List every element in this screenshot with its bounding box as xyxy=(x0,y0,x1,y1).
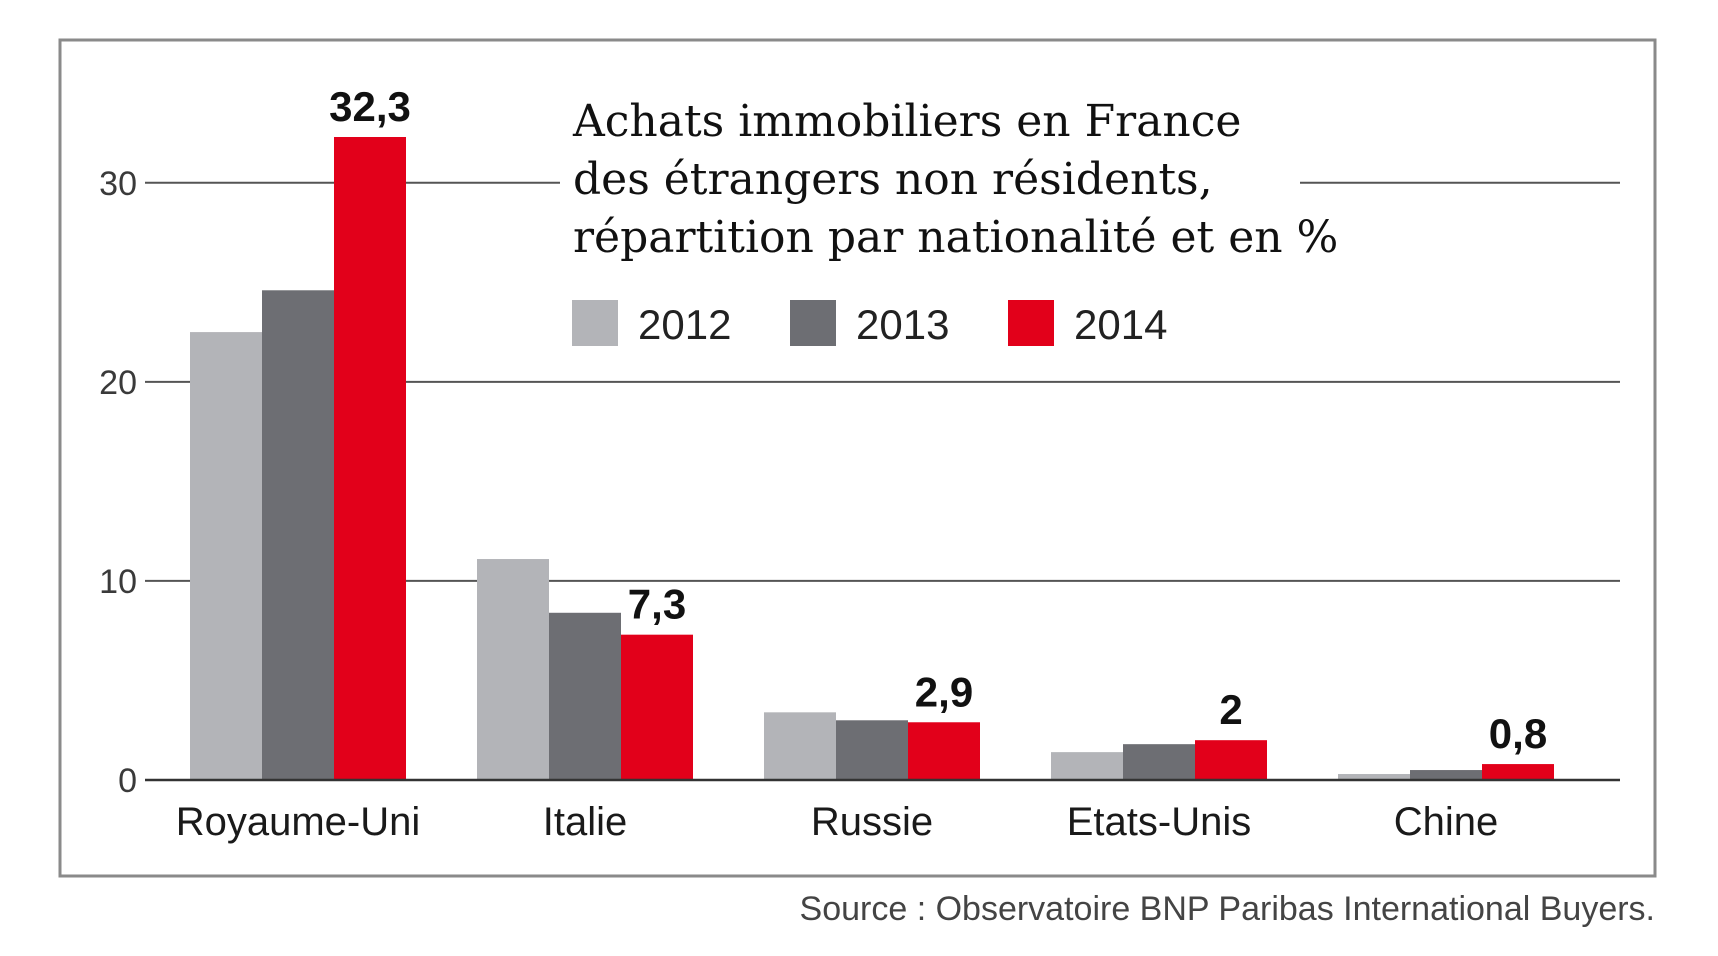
source-note: Source : Observatoire BNP Paribas Intern… xyxy=(800,890,1655,928)
y-tick-label: 10 xyxy=(99,563,137,601)
bar-2013-3 xyxy=(1123,744,1195,780)
data-label: 32,3 xyxy=(329,83,411,130)
title-line-2: des étrangers non résidents, xyxy=(573,154,1213,205)
bar-2012-1 xyxy=(477,559,549,780)
bar-2013-2 xyxy=(836,720,908,780)
x-tick-label: Royaume-Uni xyxy=(176,800,421,844)
bar-2014-4 xyxy=(1482,764,1554,780)
y-tick-label: 0 xyxy=(118,762,137,800)
x-tick-label: Russie xyxy=(811,800,933,844)
title-line-1: Achats immobiliers en France xyxy=(572,96,1241,147)
x-tick-label: Etats-Unis xyxy=(1067,800,1252,844)
legend-label-2012: 2012 xyxy=(638,301,731,348)
data-label: 7,3 xyxy=(628,581,686,628)
bar-2013-1 xyxy=(549,612,621,780)
y-tick-label: 30 xyxy=(99,165,137,203)
legend-label-2014: 2014 xyxy=(1074,301,1167,348)
bar-2014-2 xyxy=(908,722,980,780)
legend-label-2013: 2013 xyxy=(856,301,949,348)
labels: 32,3 Royaume-Uni 7,3 Italie 2,9 Russie 2 Etats-… xyxy=(176,83,1547,844)
legend: 2012 2013 2014 xyxy=(572,300,1167,348)
data-label: 2,9 xyxy=(915,668,973,715)
bar-2014-0 xyxy=(334,137,406,780)
axes: 0 10 20 30 xyxy=(99,165,1620,800)
legend-swatch-2013 xyxy=(790,300,836,346)
title-line-3: répartition par nationalité et en % xyxy=(573,212,1338,263)
chart-title: Achats immobiliers en France des étrange… xyxy=(560,85,1338,275)
bar-2014-3 xyxy=(1195,740,1267,780)
x-tick-label: Italie xyxy=(543,800,628,844)
bar-2013-4 xyxy=(1410,770,1482,780)
bar-2012-4 xyxy=(1338,774,1410,780)
bar-2012-3 xyxy=(1051,752,1123,780)
data-label: 0,8 xyxy=(1489,710,1547,757)
bar-2013-0 xyxy=(262,290,334,780)
bars xyxy=(190,137,1554,780)
title-background xyxy=(560,85,1300,275)
data-label: 2 xyxy=(1219,686,1242,733)
legend-swatch-2012 xyxy=(572,300,618,346)
x-tick-label: Chine xyxy=(1394,800,1499,844)
legend-swatch-2014 xyxy=(1008,300,1054,346)
bar-2012-0 xyxy=(190,332,262,780)
bar-2012-2 xyxy=(764,712,836,780)
bar-2014-1 xyxy=(621,634,693,780)
y-tick-label: 20 xyxy=(99,364,137,402)
